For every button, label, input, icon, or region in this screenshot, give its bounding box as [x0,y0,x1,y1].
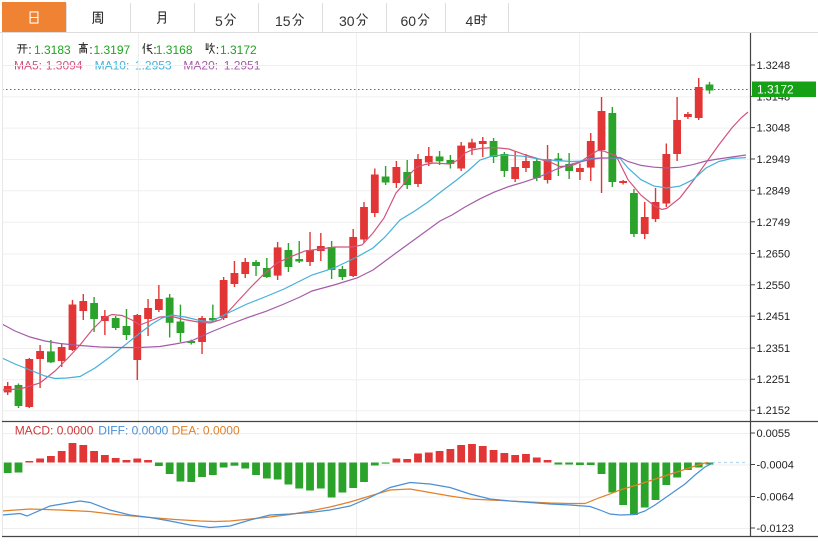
svg-text:DIFF: 0.0000: DIFF: 0.0000 [98,424,168,438]
svg-text:1.2251: 1.2251 [757,374,791,386]
svg-text:30: 30 [339,13,355,29]
svg-text:1.2650: 1.2650 [757,249,791,261]
svg-text:1.2550: 1.2550 [757,280,791,292]
svg-text:1.3197: 1.3197 [94,43,131,57]
svg-text:1.2451: 1.2451 [757,311,791,323]
svg-text:15: 15 [275,13,291,29]
svg-text:1.2849: 1.2849 [757,185,791,197]
svg-text:-0.0123: -0.0123 [757,523,794,535]
svg-text::: : [153,43,156,57]
svg-text:1.3168: 1.3168 [156,43,193,57]
svg-text::: : [216,43,219,57]
svg-text:1.2152: 1.2152 [757,405,791,417]
svg-text:1.3172: 1.3172 [220,43,257,57]
svg-text::: : [28,43,31,57]
svg-text:1.3248: 1.3248 [757,60,791,72]
svg-text:DEA: 0.0000: DEA: 0.0000 [172,424,240,438]
svg-text:MACD: 0.0000: MACD: 0.0000 [15,424,94,438]
svg-text:-0.0004: -0.0004 [757,460,794,472]
svg-text:60: 60 [401,13,417,29]
svg-text:1.3172: 1.3172 [757,83,794,97]
svg-text:-0.0064: -0.0064 [757,492,794,504]
svg-text:1.2949: 1.2949 [757,154,791,166]
svg-text:1.2749: 1.2749 [757,217,791,229]
svg-text::: : [89,43,92,57]
svg-text:5: 5 [215,13,223,29]
svg-text:1.3183: 1.3183 [34,43,71,57]
svg-text:4: 4 [466,13,474,29]
svg-text:0.0055: 0.0055 [757,428,791,440]
svg-text:1.2351: 1.2351 [757,343,791,355]
svg-text:1.3048: 1.3048 [757,123,791,135]
